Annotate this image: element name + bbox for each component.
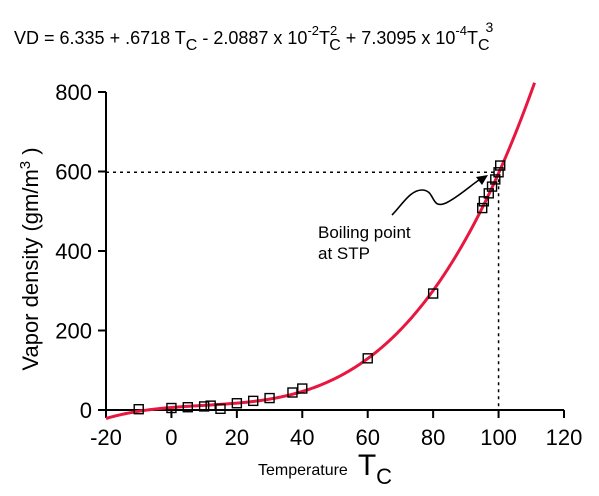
data-point [493,167,504,178]
data-point [287,387,298,398]
x-axis-label: Temperature TC [258,449,392,489]
y-axis-label-sup: 3 [17,161,34,169]
eq-t2: T [319,28,330,48]
x-tick-label: 0 [165,425,177,450]
data-point [490,174,501,185]
x-tick-label: -20 [90,425,122,450]
eq-part3: + 7.3095 x 10 [341,28,456,48]
annotation-line-1: Boiling point [318,223,411,242]
fit-curve [105,82,536,420]
equation-title: VD = 6.335 + .6718 TC - 2.0887 x 10-2T2 C… [14,19,494,54]
data-point [205,400,216,411]
data-point [198,401,210,412]
eq-sup2: 2 [330,23,337,38]
data-point [133,404,144,415]
eq-lhs: VD = 6.335 + .6718 T [14,28,186,48]
annotation-arrowhead [476,175,488,185]
fit-curve-layer [105,82,536,420]
y-tick-label: 800 [55,80,92,105]
x-tick-label: 40 [290,425,314,450]
data-point [483,188,494,199]
eq-sup3: 3 [486,19,494,35]
data-point [362,353,373,364]
data-point [166,402,177,414]
x-tick-label: 20 [225,425,249,450]
y-tick-label: 600 [55,160,92,185]
y-axis-label: Vapor density (gm/m3 ) [17,147,43,370]
x-axis-label-word: Temperature [258,462,348,479]
annotation-text: Boiling point at STP [318,223,415,263]
eq-sub-c1: C [186,37,198,54]
y-tick-label: 200 [55,319,92,344]
x-axis-label-symbol: T [358,449,376,482]
data-point [495,160,506,171]
x-tick-label: 120 [546,425,583,450]
data-point [231,398,243,409]
data-point [248,395,259,407]
y-axis-label-main: Vapor density (gm/m [18,169,43,370]
y-axis-label-tail: ) [18,147,43,160]
y-tick-label: 0 [80,398,92,423]
data-point [477,202,488,214]
eq-t3: T [467,28,478,48]
data-points [133,160,506,415]
data-point [427,288,439,299]
data-point [264,392,275,404]
annotation-line-2: at STP [318,244,370,263]
eq-sub3: C [478,37,490,54]
reference-lines [106,171,500,410]
data-point [486,181,498,192]
x-tick-label: 60 [355,425,379,450]
x-axis-label-sub: C [376,464,392,489]
data-point [182,402,193,413]
eq-exp1: -2 [307,23,319,38]
data-point [215,403,226,415]
x-tick-label: 80 [421,425,445,450]
annotation-arrow [391,177,483,216]
y-tick-label: 400 [55,239,92,264]
eq-sub2: C [329,37,341,54]
data-point [297,383,308,394]
eq-part2: - 2.0887 x 10 [197,28,307,48]
x-tick-label: 100 [480,425,517,450]
eq-exp2: -4 [455,23,467,38]
